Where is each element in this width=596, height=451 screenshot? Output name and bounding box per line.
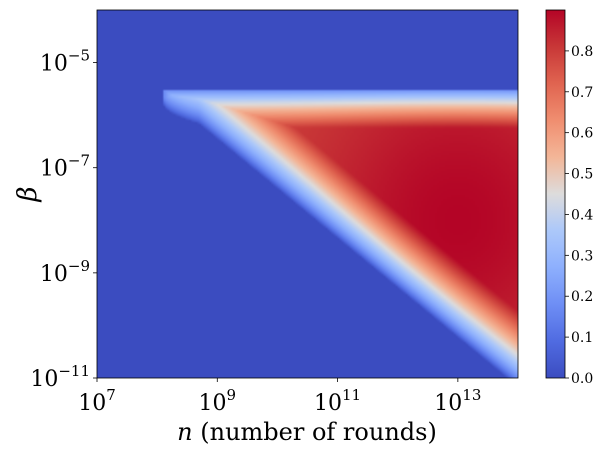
x-tick-label: 109 bbox=[199, 386, 237, 416]
x-tick-label-base: 10 bbox=[78, 391, 106, 416]
y-tick-label-exponent: −7 bbox=[68, 152, 90, 170]
colorbar-tick-label: 0.8 bbox=[571, 44, 593, 60]
colorbar-ticks: 0.0 0.1 0.2 0.3 0.4 0.5 0.6 0.7 0.8 bbox=[565, 44, 593, 387]
colorbar-tick-label: 0.4 bbox=[571, 207, 593, 223]
x-tick-label: 107 bbox=[78, 386, 116, 416]
colorbar-tick-label: 0.1 bbox=[571, 330, 593, 346]
y-tick-label-base: 10 bbox=[40, 52, 68, 77]
y-tick-label: 10−9 bbox=[40, 257, 90, 287]
colorbar-tick-label: 0.5 bbox=[571, 167, 593, 183]
colorbar-tick-label: 0.7 bbox=[571, 85, 593, 101]
y-tick-label-exponent: −5 bbox=[68, 47, 90, 65]
y-tick-label-base: 10 bbox=[40, 262, 68, 287]
x-tick-label-exponent: 13 bbox=[462, 386, 481, 404]
y-tick-label-exponent: −9 bbox=[68, 257, 90, 275]
heatmap-image bbox=[97, 10, 518, 378]
x-tick-label-exponent: 11 bbox=[342, 386, 361, 404]
y-axis-label: β bbox=[13, 186, 43, 202]
y-tick-label-base: 10 bbox=[40, 157, 68, 182]
y-tick-label-exponent: −11 bbox=[58, 362, 90, 380]
x-axis-ticks: 107 109 1011 1013 bbox=[78, 378, 481, 416]
x-axis-label-rest: (number of rounds) bbox=[193, 418, 437, 446]
y-tick-label-base: 10 bbox=[30, 367, 58, 392]
y-tick-label: 10−5 bbox=[40, 47, 90, 77]
x-tick-label-base: 10 bbox=[434, 391, 462, 416]
x-tick-label-base: 10 bbox=[314, 391, 342, 416]
plot-frame bbox=[96, 9, 519, 379]
x-tick-label-base: 10 bbox=[199, 391, 227, 416]
x-tick-label-exponent: 7 bbox=[106, 386, 116, 404]
colorbar-tick-label: 0.2 bbox=[571, 289, 593, 305]
y-tick-label: 10−11 bbox=[30, 362, 90, 392]
x-tick-label: 1011 bbox=[314, 386, 361, 416]
colorbar-tick-label: 0.3 bbox=[571, 248, 593, 264]
x-tick-label-exponent: 9 bbox=[227, 386, 237, 404]
x-axis-label: n (number of rounds) bbox=[177, 418, 437, 446]
colorbar-tick-label: 0.6 bbox=[571, 126, 593, 142]
colorbar-frame bbox=[545, 9, 566, 379]
colorbar-tick-label: 0.0 bbox=[571, 371, 593, 387]
y-tick-label: 10−7 bbox=[40, 152, 90, 182]
x-axis-label-var: n bbox=[177, 418, 192, 446]
colorbar bbox=[546, 10, 565, 378]
x-tick-label: 1013 bbox=[434, 386, 481, 416]
